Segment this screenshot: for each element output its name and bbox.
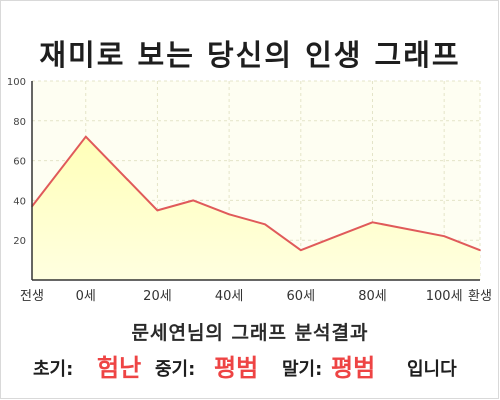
data-point [156,209,159,212]
y-tick-labels: 20 40 60 80 100 [7,77,26,247]
x-tick-label: 40세 [215,289,244,304]
area-fill [32,136,480,280]
y-tick-label: 100 [7,77,26,88]
middle-label: 중기: [155,359,196,380]
y-tick-label: 80 [13,117,26,128]
x-tick-label: 80세 [358,289,387,304]
suffix-text: 입니다 [407,359,457,380]
data-point [300,249,302,251]
x-tick-label: 전생 [20,289,44,304]
data-point [192,199,195,202]
early-label: 초기: [33,359,74,380]
late-label: 말기: [282,359,323,380]
data-point [371,221,374,224]
analysis-title: 문세연님의 그래프 분석결과 [131,322,369,344]
data-point [443,235,445,238]
data-point [264,223,266,226]
x-tick-label: 환생 [468,289,492,304]
early-result: 험난 [97,354,142,382]
y-tick-label: 60 [13,157,26,168]
x-tick-label: 0세 [76,289,96,304]
data-point [479,249,481,251]
x-tick-label: 60세 [287,289,316,304]
y-tick-label: 20 [13,236,26,247]
data-point [84,135,87,138]
late-result: 평범 [331,354,376,382]
y-tick-label: 40 [13,196,26,207]
page-title: 재미로 보는 당신의 인생 그래프 [39,38,461,72]
x-tick-label: 20세 [143,289,172,304]
middle-result: 평범 [214,354,259,382]
x-tick-label: 100세 [426,289,463,304]
x-tick-labels: 전생 0세 20세 40세 60세 80세 100세 환생 [20,289,492,304]
axes [31,81,480,281]
data-point [228,213,230,216]
data-point [335,235,338,238]
